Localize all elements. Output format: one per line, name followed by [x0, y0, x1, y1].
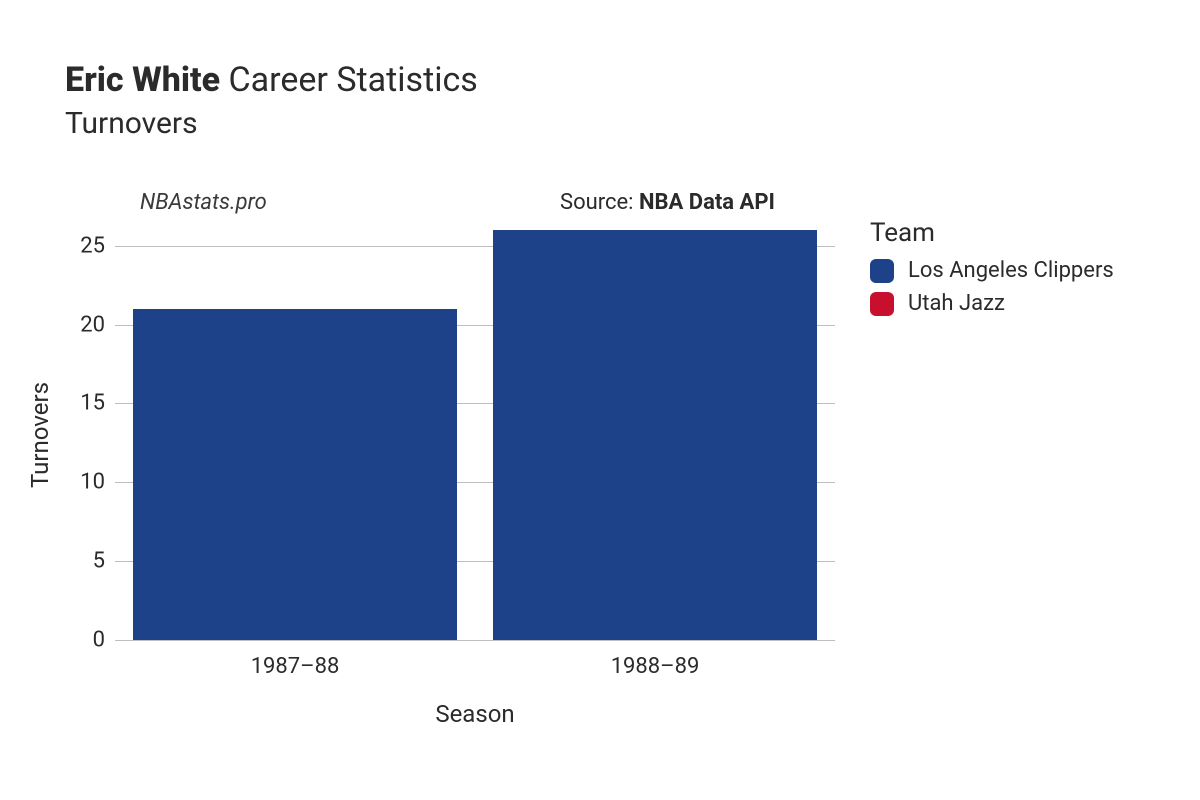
plot-area: 05101520251987–881988–89 [115, 230, 835, 640]
title-suffix: Career Statistics [229, 60, 478, 100]
legend-swatch [870, 259, 894, 283]
chart-title: Eric White Career Statistics [65, 60, 478, 100]
y-axis-title: Turnovers [26, 382, 54, 488]
x-axis-title: Season [435, 700, 514, 728]
source-name: NBA Data API [639, 190, 775, 215]
x-tick-label: 1988–89 [611, 654, 700, 679]
title-block: Eric White Career Statistics Turnovers [65, 60, 478, 141]
branding-text: NBAstats.pro [140, 190, 267, 215]
legend-item: Los Angeles Clippers [870, 258, 1114, 283]
y-tick-label: 20 [80, 312, 105, 337]
legend: Team Los Angeles Clippers Utah Jazz [870, 218, 1114, 324]
source-label: Source: [560, 190, 639, 215]
legend-title: Team [870, 218, 1114, 248]
y-tick-label: 15 [80, 391, 105, 416]
plot: 05101520251987–881988–89 [115, 230, 835, 640]
legend-label: Utah Jazz [908, 291, 1005, 316]
chart-container: Eric White Career Statistics Turnovers N… [0, 0, 1200, 800]
y-tick-label: 5 [93, 549, 105, 574]
legend-item: Utah Jazz [870, 291, 1114, 316]
player-name: Eric White [65, 60, 220, 100]
legend-label: Los Angeles Clippers [908, 258, 1114, 283]
source-attribution: Source: NBA Data API [560, 190, 775, 215]
legend-swatch [870, 292, 894, 316]
y-tick-label: 25 [80, 233, 105, 258]
bar [133, 309, 457, 640]
gridline [115, 640, 835, 641]
bar [493, 230, 817, 640]
y-tick-label: 0 [93, 628, 105, 653]
x-tick-label: 1987–88 [251, 654, 340, 679]
chart-subtitle: Turnovers [65, 106, 478, 141]
y-tick-label: 10 [80, 470, 105, 495]
